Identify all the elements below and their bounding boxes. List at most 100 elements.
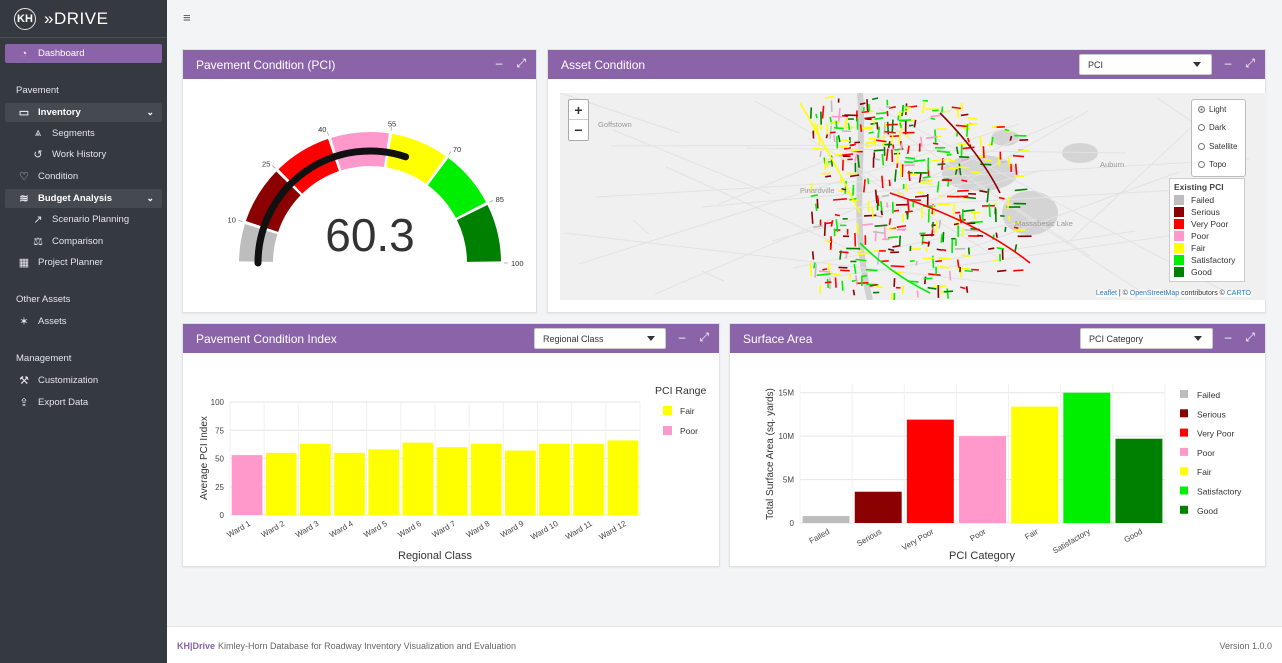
road-segment <box>959 270 963 278</box>
bar-serious[interactable] <box>854 491 902 523</box>
bar-poor[interactable] <box>959 436 1006 523</box>
road-segment <box>993 258 998 262</box>
bar-ward-8[interactable] <box>470 443 502 515</box>
bar-ward-12[interactable] <box>607 440 639 515</box>
leaflet-link[interactable]: Leaflet <box>1095 290 1117 297</box>
map-base-road <box>883 121 1091 257</box>
sidebar-item-project-planner[interactable]: ▦ Project Planner <box>5 253 162 272</box>
layer-option-topo[interactable]: Topo <box>1192 156 1245 175</box>
road-segment <box>925 247 928 252</box>
sidebar-item-assets[interactable]: ✶ Assets <box>5 312 162 331</box>
sidebar-item-dashboard[interactable]: ◔ Dashboard <box>5 44 162 63</box>
road-segment <box>835 136 839 149</box>
grouping-select[interactable]: PCI Category <box>1080 328 1213 349</box>
layer-option-light[interactable]: Light <box>1192 100 1245 119</box>
hamburger-menu-icon[interactable]: ≡ <box>183 10 191 25</box>
road-segment <box>908 124 914 127</box>
road-segment <box>833 135 836 143</box>
sidebar-item-scenario-planning[interactable]: ↗ Scenario Planning <box>5 210 162 229</box>
layer-option-dark[interactable]: Dark <box>1192 119 1245 138</box>
road-segment <box>965 286 969 293</box>
road-segment <box>863 179 866 193</box>
bar-fair[interactable] <box>1011 406 1059 523</box>
sidebar-item-segments[interactable]: ⩓ Segments <box>5 124 162 143</box>
bar-ward-6[interactable] <box>402 442 434 515</box>
legend-label[interactable]: Fair <box>680 406 695 416</box>
sidebar-item-condition[interactable]: ♡ Condition <box>5 167 162 186</box>
map-base-road <box>610 144 932 147</box>
expand-icon[interactable]: ⤢ <box>1245 56 1255 70</box>
road-segment <box>901 105 905 114</box>
legend-label[interactable]: Poor <box>1197 448 1215 458</box>
road-segment <box>958 163 962 176</box>
minimize-icon[interactable]: – <box>1224 56 1232 70</box>
road-segment <box>845 117 848 127</box>
road-segment <box>990 136 994 146</box>
gauge-band-5 <box>427 157 486 218</box>
map-base-road <box>701 181 985 208</box>
expand-icon[interactable]: ⤢ <box>1245 330 1255 344</box>
asset-metric-select[interactable]: PCI <box>1079 54 1212 75</box>
minimize-icon[interactable]: – <box>678 330 686 344</box>
legend-label: Poor <box>1191 231 1209 241</box>
zoom-in-button[interactable]: + <box>569 100 588 120</box>
minimize-icon[interactable]: – <box>495 56 503 70</box>
x-tick-label: Ward 1 <box>225 519 252 540</box>
sidebar-item-customization[interactable]: ⚒ Customization <box>5 371 162 390</box>
layer-option-satellite[interactable]: Satellite <box>1192 137 1245 156</box>
heartbeat-icon: ♡ <box>19 171 29 183</box>
sidebar-item-budget-analysis[interactable]: ≋ Budget Analysis ⌄ <box>5 189 162 208</box>
bar-ward-3[interactable] <box>300 443 331 515</box>
sidebar-item-work-history[interactable]: ↺ Work History <box>5 145 162 164</box>
bar-ward-2[interactable] <box>265 452 297 515</box>
bar-failed[interactable] <box>802 516 850 523</box>
road-segment <box>955 124 967 128</box>
road-segment <box>932 227 935 233</box>
expand-icon[interactable]: ⤢ <box>699 330 709 344</box>
bar-ward-10[interactable] <box>539 443 570 515</box>
map-base-road <box>595 158 1249 198</box>
osm-link[interactable]: OpenStreetMap <box>1129 290 1180 297</box>
sidebar-section-management: Management <box>16 353 72 364</box>
legend-label[interactable]: Serious <box>1197 409 1226 419</box>
legend-label[interactable]: Failed <box>1197 390 1220 400</box>
legend-label[interactable]: Poor <box>680 426 698 436</box>
legend-label[interactable]: Satisfactory <box>1197 487 1242 497</box>
gauge-value-arc <box>254 147 410 267</box>
road-segment <box>973 211 976 220</box>
map-base-road <box>665 166 863 256</box>
road-segment <box>955 211 961 214</box>
sidebar-item-comparison[interactable]: ⚖ Comparison <box>5 232 162 251</box>
sidebar-item-export-data[interactable]: ⇪ Export Data <box>5 393 162 412</box>
legend-label[interactable]: Good <box>1197 506 1218 516</box>
bar-good[interactable] <box>1115 438 1163 523</box>
bar-ward-7[interactable] <box>436 447 468 515</box>
bar-ward-9[interactable] <box>505 450 536 515</box>
legend-label[interactable]: Very Poor <box>1197 429 1234 439</box>
road-segment <box>952 203 956 215</box>
expand-icon[interactable]: ⤢ <box>516 56 526 70</box>
panel-header: Asset Condition PCI – ⤢ <box>548 50 1265 79</box>
bar-ward-1[interactable] <box>231 455 263 515</box>
bar-ward-11[interactable] <box>573 443 605 515</box>
bar-very-poor[interactable] <box>906 419 954 523</box>
road-segment <box>979 189 988 193</box>
bar-satisfactory[interactable] <box>1063 392 1111 523</box>
app-logo[interactable]: KH »DRIVE <box>0 0 167 38</box>
road-segment <box>810 183 813 193</box>
y-tick-label: 15M <box>778 389 794 398</box>
legend-label[interactable]: Fair <box>1197 467 1212 477</box>
map-canvas[interactable]: Goffstown Pinardville Auburn Massabesic Lak… <box>560 93 1266 300</box>
layer-label: Topo <box>1209 160 1227 170</box>
zoom-out-button[interactable]: − <box>574 122 583 138</box>
legend-label: Fair <box>1191 243 1206 253</box>
minimize-icon[interactable]: – <box>1224 330 1232 344</box>
sidebar-item-inventory[interactable]: ▭ Inventory ⌄ <box>5 103 162 122</box>
bar-ward-5[interactable] <box>368 449 400 515</box>
grouping-select[interactable]: Regional Class <box>534 328 666 349</box>
road-segment <box>906 145 910 155</box>
bar-ward-4[interactable] <box>334 452 365 515</box>
road-segment <box>906 199 910 211</box>
carto-link[interactable]: CARTO <box>1226 290 1251 297</box>
road-segment <box>816 273 831 277</box>
